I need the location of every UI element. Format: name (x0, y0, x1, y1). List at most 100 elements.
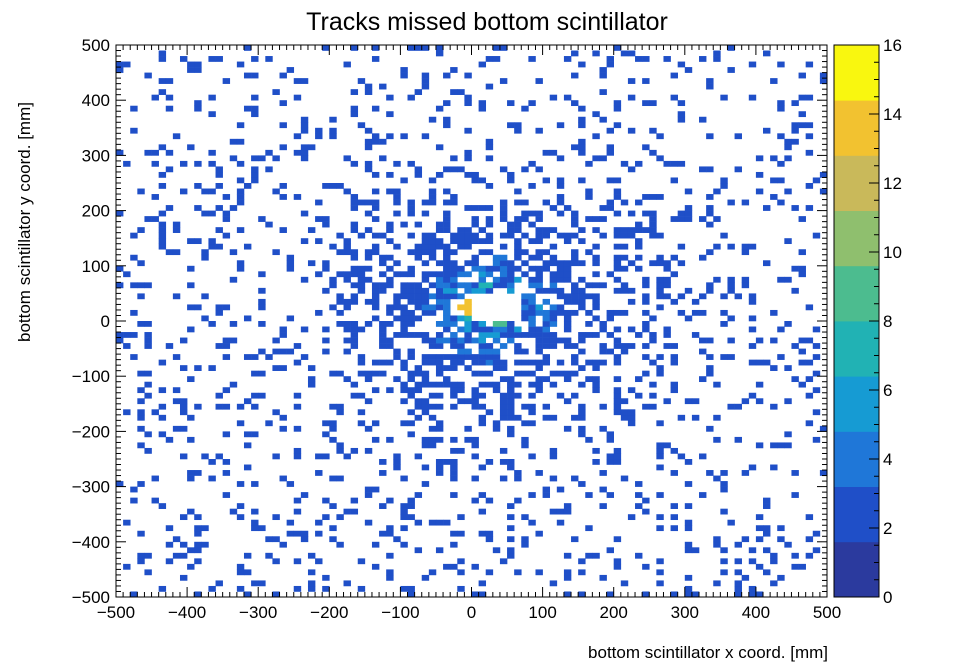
histogram-bin (613, 558, 622, 565)
histogram-bin (201, 254, 209, 261)
histogram-bin (435, 221, 444, 228)
histogram-bin (592, 133, 600, 140)
histogram-bin (350, 160, 359, 167)
histogram-bin (172, 293, 181, 300)
histogram-bin (649, 392, 657, 399)
histogram-bin (137, 414, 145, 421)
histogram-bin (222, 78, 231, 84)
histogram-bin (187, 282, 195, 289)
histogram-bin (435, 354, 444, 360)
histogram-bin (293, 453, 302, 460)
histogram-bin (656, 569, 664, 576)
x-tick-label: 100 (528, 603, 556, 622)
histogram-bin (279, 365, 287, 371)
histogram-bin (464, 232, 472, 239)
histogram-bin (620, 199, 629, 206)
histogram-bin (251, 171, 259, 178)
histogram-bin (812, 232, 821, 239)
histogram-bin (236, 177, 245, 184)
histogram-bin (777, 133, 785, 140)
histogram-bin (812, 547, 821, 554)
histogram-bin (450, 563, 458, 570)
histogram-bin (684, 503, 693, 509)
histogram-bin (485, 138, 494, 145)
histogram-bin (322, 585, 330, 592)
histogram-bin (357, 359, 366, 366)
histogram-bin (251, 392, 259, 399)
histogram-bin (542, 332, 551, 338)
histogram-bin (357, 420, 366, 427)
histogram-bin (642, 563, 650, 570)
histogram-bin (236, 569, 245, 576)
histogram-bin (542, 492, 551, 498)
histogram-bin (507, 232, 515, 239)
histogram-bin (706, 210, 714, 217)
histogram-bin (307, 381, 316, 388)
histogram-bin (798, 249, 806, 256)
histogram-bin (464, 127, 472, 134)
histogram-bin (371, 171, 380, 178)
histogram-bin (670, 298, 678, 305)
x-tick-label: 500 (813, 603, 841, 622)
histogram-bin (222, 337, 231, 344)
histogram-bin (563, 425, 572, 432)
x-tick-label: −300 (239, 603, 277, 622)
histogram-bin (485, 216, 494, 222)
histogram-bin (642, 194, 650, 200)
histogram-bin (400, 315, 408, 322)
histogram-bin (599, 574, 607, 581)
histogram-bin (208, 160, 216, 167)
histogram-bin (478, 403, 487, 410)
histogram-bin (215, 309, 223, 316)
histogram-bin (172, 227, 181, 233)
x-axis-ticks: −500 −400 −300 −200 −100 0 100 200 300 400 500 (97, 45, 841, 622)
histogram-bin (563, 376, 572, 383)
histogram-bin (535, 282, 543, 289)
histogram-bin (563, 343, 572, 349)
histogram-bin (251, 354, 259, 360)
histogram-bin (635, 492, 643, 498)
histogram-bin (514, 475, 522, 482)
y-axis-label: bottom scintillator y coord. [mm] (15, 102, 34, 342)
histogram-bin (507, 459, 515, 465)
histogram-bin (300, 530, 309, 537)
histogram-bin (471, 436, 479, 443)
histogram-bin (770, 403, 778, 410)
histogram-bin (507, 265, 515, 272)
histogram-bin (649, 194, 657, 200)
histogram-bin (592, 282, 600, 289)
histogram-bin (492, 425, 501, 432)
histogram-bin (471, 475, 479, 482)
histogram-bin (371, 298, 380, 305)
histogram-bin (727, 287, 735, 294)
histogram-bin (556, 486, 565, 493)
histogram-bin (343, 376, 351, 383)
histogram-bin (770, 558, 778, 565)
histogram-bin (457, 315, 465, 322)
histogram-bin (165, 105, 174, 112)
histogram-bin (457, 359, 465, 366)
histogram-bin (798, 271, 806, 278)
histogram-bin (571, 475, 579, 482)
histogram-bin (400, 133, 408, 140)
histogram-bin (649, 315, 657, 322)
histogram-bin (563, 271, 572, 278)
histogram-bin (428, 271, 437, 278)
histogram-bin (343, 188, 351, 195)
histogram-bin (258, 370, 266, 377)
histogram-bin (457, 243, 465, 250)
histogram-bin (720, 232, 728, 239)
histogram-bin (371, 133, 380, 140)
histogram-bin (350, 508, 359, 515)
histogram-bin (421, 260, 430, 267)
histogram-bin (123, 343, 131, 349)
histogram-bin (499, 403, 508, 410)
histogram-bin (499, 271, 508, 278)
histogram-bin (194, 525, 202, 532)
histogram-bin (350, 89, 359, 95)
histogram-bin (805, 304, 814, 311)
histogram-bin (571, 249, 579, 256)
histogram-bin (556, 304, 565, 311)
histogram-bin (777, 354, 785, 360)
histogram-bin (443, 381, 451, 388)
